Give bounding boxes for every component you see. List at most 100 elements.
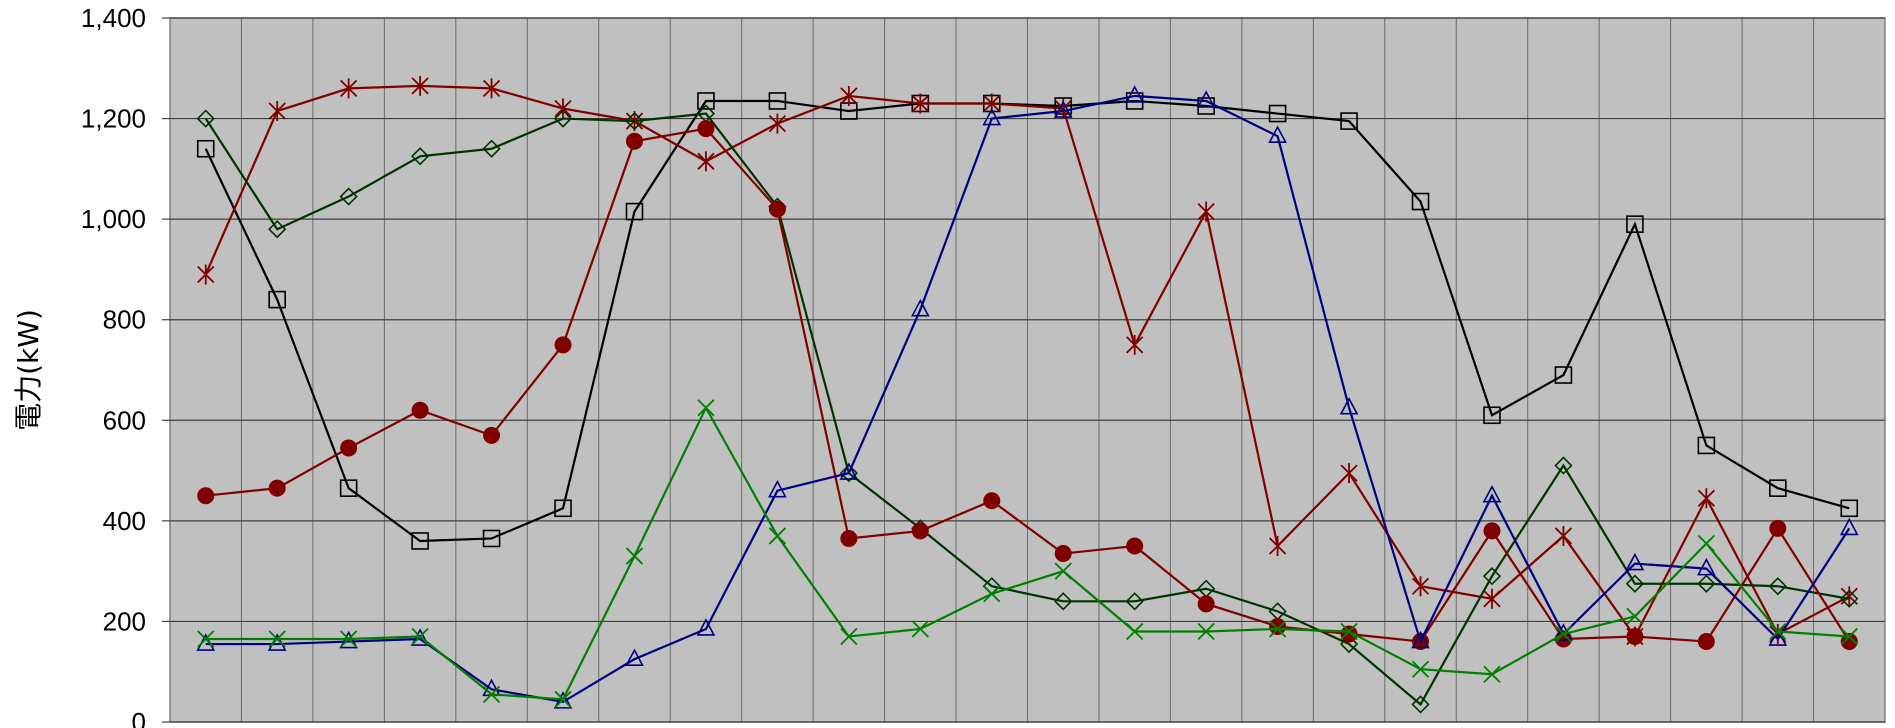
x-marker: [983, 585, 1001, 603]
x-marker: [1268, 620, 1287, 638]
x-marker: [268, 630, 286, 648]
square-marker: [697, 92, 715, 110]
diamond-marker: [553, 109, 573, 128]
diamond-marker: [196, 109, 215, 128]
circle-marker: [768, 200, 786, 218]
square-marker: [339, 479, 358, 497]
star-marker: [1697, 488, 1715, 509]
x-marker: [340, 630, 358, 648]
series-line: [204, 99, 1850, 543]
triangle-marker: [768, 479, 787, 498]
triangle-marker: [1625, 552, 1645, 571]
square-marker: [1626, 215, 1644, 233]
x-marker: [768, 527, 787, 545]
triangle-marker: [1697, 557, 1716, 576]
triangle-marker: [1125, 85, 1145, 103]
star-marker: [1554, 525, 1573, 546]
triangle-marker: [696, 618, 716, 636]
star-marker: [1340, 463, 1358, 484]
triangle-marker: [1339, 397, 1359, 415]
diamond-marker: [1840, 589, 1859, 608]
star-marker: [1197, 201, 1215, 222]
diamond-marker: [1125, 592, 1144, 611]
diamond-marker: [339, 187, 358, 206]
series-line: [204, 84, 1850, 639]
star-marker: [411, 75, 429, 96]
diamond-marker: [1054, 592, 1073, 611]
circle-marker: [1197, 595, 1215, 613]
triangle-marker: [1482, 485, 1502, 503]
y-axis-ticks: 0 200 400 600 800 1,000 1,200 1,400: [81, 3, 170, 728]
x-marker: [1054, 562, 1072, 580]
star-marker: [911, 93, 929, 114]
x-marker: [1340, 622, 1358, 641]
diamond-marker: [1339, 634, 1359, 654]
square-marker: [1340, 112, 1358, 130]
circle-marker: [1769, 519, 1787, 537]
star-marker: [1483, 588, 1501, 609]
triangle-marker: [553, 691, 573, 709]
circle-marker: [1483, 522, 1501, 540]
diamond-marker: [1554, 456, 1573, 475]
triangle-marker: [1053, 100, 1073, 118]
square-marker: [625, 202, 644, 221]
series-group: [196, 75, 1859, 714]
circle-marker: [1054, 545, 1072, 563]
triangle-marker: [1768, 628, 1788, 646]
x-marker: [697, 399, 715, 417]
square-marker: [768, 92, 787, 110]
x-marker: [1626, 607, 1644, 626]
star-marker: [768, 113, 787, 134]
y-tick-label: 0: [132, 707, 146, 728]
star-marker: [1268, 536, 1287, 556]
series-line: [204, 112, 1850, 707]
diamond-marker: [625, 111, 644, 131]
y-tick-label: 1,200: [81, 104, 146, 134]
star-marker: [268, 101, 286, 122]
square-marker: [1411, 192, 1430, 211]
square-marker: [1840, 499, 1859, 518]
x-marker: [840, 627, 858, 646]
star-marker: [554, 98, 572, 119]
y-tick-label: 200: [103, 606, 146, 636]
square-marker: [411, 532, 429, 550]
triangle-marker: [1839, 517, 1859, 536]
diamond-marker: [410, 147, 430, 166]
star-marker: [1126, 334, 1144, 355]
circle-marker: [268, 479, 286, 497]
y-tick-label: 1,000: [81, 204, 146, 234]
x-marker: [1411, 660, 1430, 678]
y-tick-label: 600: [103, 405, 146, 435]
square-marker: [554, 499, 572, 518]
x-marker: [1554, 625, 1573, 643]
square-marker: [196, 139, 215, 158]
diamond-marker: [1411, 695, 1430, 714]
circle-marker: [1340, 625, 1358, 643]
circle-marker: [1840, 633, 1858, 651]
star-marker: [1411, 576, 1430, 597]
diamond-marker: [268, 220, 287, 239]
square-marker: [1268, 104, 1287, 123]
circle-marker: [625, 132, 643, 150]
star-marker: [340, 78, 358, 99]
circle-marker: [411, 401, 429, 419]
star-marker: [840, 85, 858, 106]
diamond-marker: [1625, 574, 1645, 593]
circle-marker: [840, 529, 858, 547]
circle-marker: [1626, 628, 1644, 646]
triangle-marker: [839, 462, 859, 480]
square-marker: [268, 290, 286, 309]
square-marker: [1483, 406, 1501, 425]
x-marker: [411, 627, 429, 646]
y-tick-label: 1,400: [81, 3, 146, 33]
grid-lines: [170, 17, 1885, 723]
square-marker: [1697, 436, 1716, 455]
diamond-marker: [1768, 577, 1787, 596]
triangle-marker: [1196, 90, 1216, 108]
circle-marker: [1697, 633, 1715, 651]
star-marker: [482, 78, 501, 99]
series-4: [197, 120, 1858, 651]
x-marker: [1769, 622, 1787, 641]
circle-marker: [911, 522, 929, 540]
x-marker: [911, 620, 929, 638]
